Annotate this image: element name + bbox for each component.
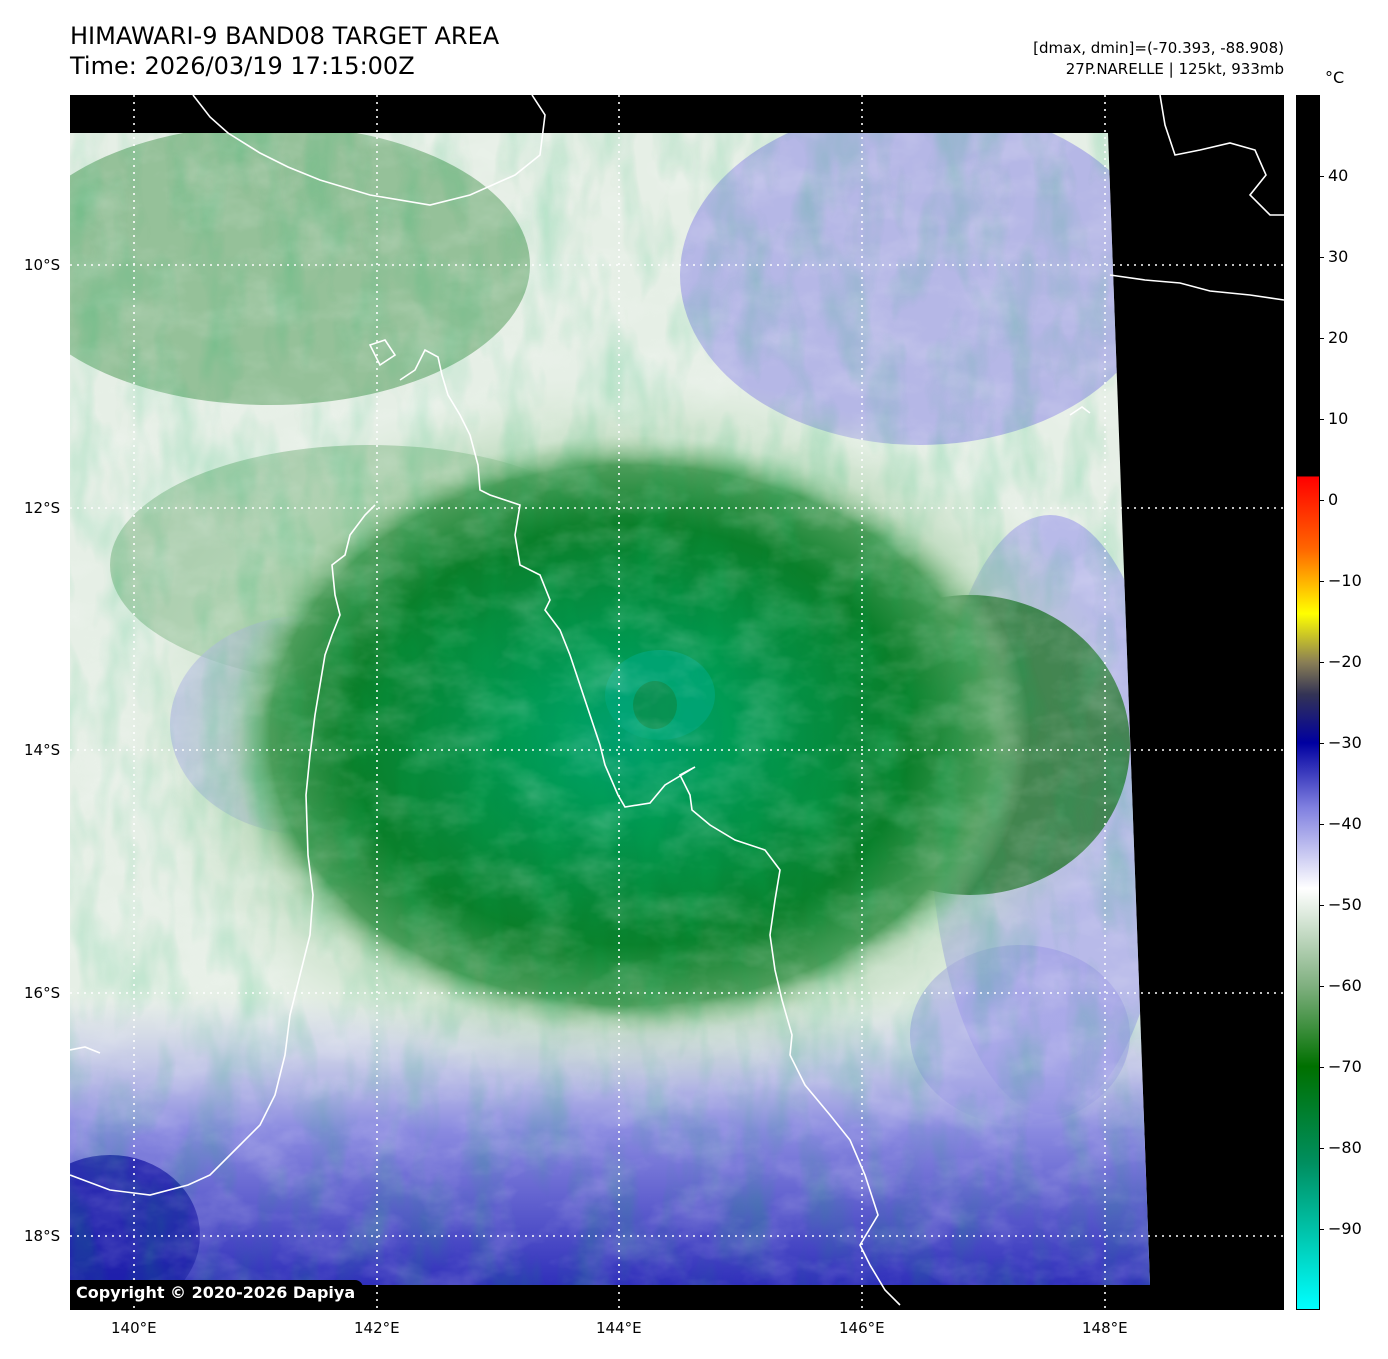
lon-label-148e: 148°E xyxy=(1082,1319,1128,1337)
storm-info: 27P.NARELLE | 125kt, 933mb xyxy=(1065,60,1284,78)
colorbar-tick xyxy=(1320,1148,1324,1149)
colorbar-tick xyxy=(1320,824,1324,825)
lat-label-14s: 14°S xyxy=(24,741,61,759)
colorbar-label: −10 xyxy=(1328,571,1362,590)
image-title: HIMAWARI-9 BAND08 TARGET AREA xyxy=(70,22,500,50)
colorbar-label: 20 xyxy=(1328,328,1349,347)
colorbar-tick xyxy=(1320,176,1324,177)
colorbar-tick xyxy=(1320,581,1324,582)
colorbar-label: −50 xyxy=(1328,895,1362,914)
colorbar-label: 10 xyxy=(1328,409,1349,428)
lon-label-146e: 146°E xyxy=(839,1319,885,1337)
dmax-dmin-readout: [dmax, dmin]=(-70.393, -88.908) xyxy=(1033,39,1284,57)
colorbar-label: −60 xyxy=(1328,976,1362,995)
colorbar-unit: °C xyxy=(1325,68,1345,87)
colorbar-tick xyxy=(1320,1067,1324,1068)
lon-label-140e: 140°E xyxy=(111,1319,157,1337)
colorbar-tick xyxy=(1320,257,1324,258)
satellite-map xyxy=(70,95,1284,1310)
lon-label-144e: 144°E xyxy=(596,1319,642,1337)
lat-label-18s: 18°S xyxy=(24,1227,61,1245)
satellite-imagery xyxy=(70,95,1284,1310)
lat-label-12s: 12°S xyxy=(24,499,61,517)
coastlines xyxy=(70,95,1284,1306)
colorbar-label: 0 xyxy=(1328,490,1339,509)
lat-label-10s: 10°S xyxy=(24,256,61,274)
copyright-notice: Copyright © 2020-2026 Dapiya xyxy=(70,1280,364,1305)
colorbar-tick xyxy=(1320,662,1324,663)
colorbar-tick xyxy=(1320,905,1324,906)
colorbar-tick xyxy=(1320,419,1324,420)
colorbar-tick xyxy=(1320,1229,1324,1230)
colorbar-label: 30 xyxy=(1328,247,1349,266)
lon-label-142e: 142°E xyxy=(354,1319,400,1337)
colorbar-tick xyxy=(1320,500,1324,501)
lat-label-16s: 16°S xyxy=(24,984,61,1002)
colorbar-label: −70 xyxy=(1328,1057,1362,1076)
colorbar-tick xyxy=(1320,986,1324,987)
colorbar-label: −20 xyxy=(1328,652,1362,671)
colorbar-label: −40 xyxy=(1328,814,1362,833)
colorbar-label: −90 xyxy=(1328,1219,1362,1238)
temperature-colorbar xyxy=(1296,95,1320,1310)
image-time: Time: 2026/03/19 17:15:00Z xyxy=(70,52,415,80)
colorbar-tick xyxy=(1320,338,1324,339)
colorbar-tick xyxy=(1320,743,1324,744)
colorbar-label: −30 xyxy=(1328,733,1362,752)
colorbar-label: 40 xyxy=(1328,166,1349,185)
colorbar-label: −80 xyxy=(1328,1138,1362,1157)
